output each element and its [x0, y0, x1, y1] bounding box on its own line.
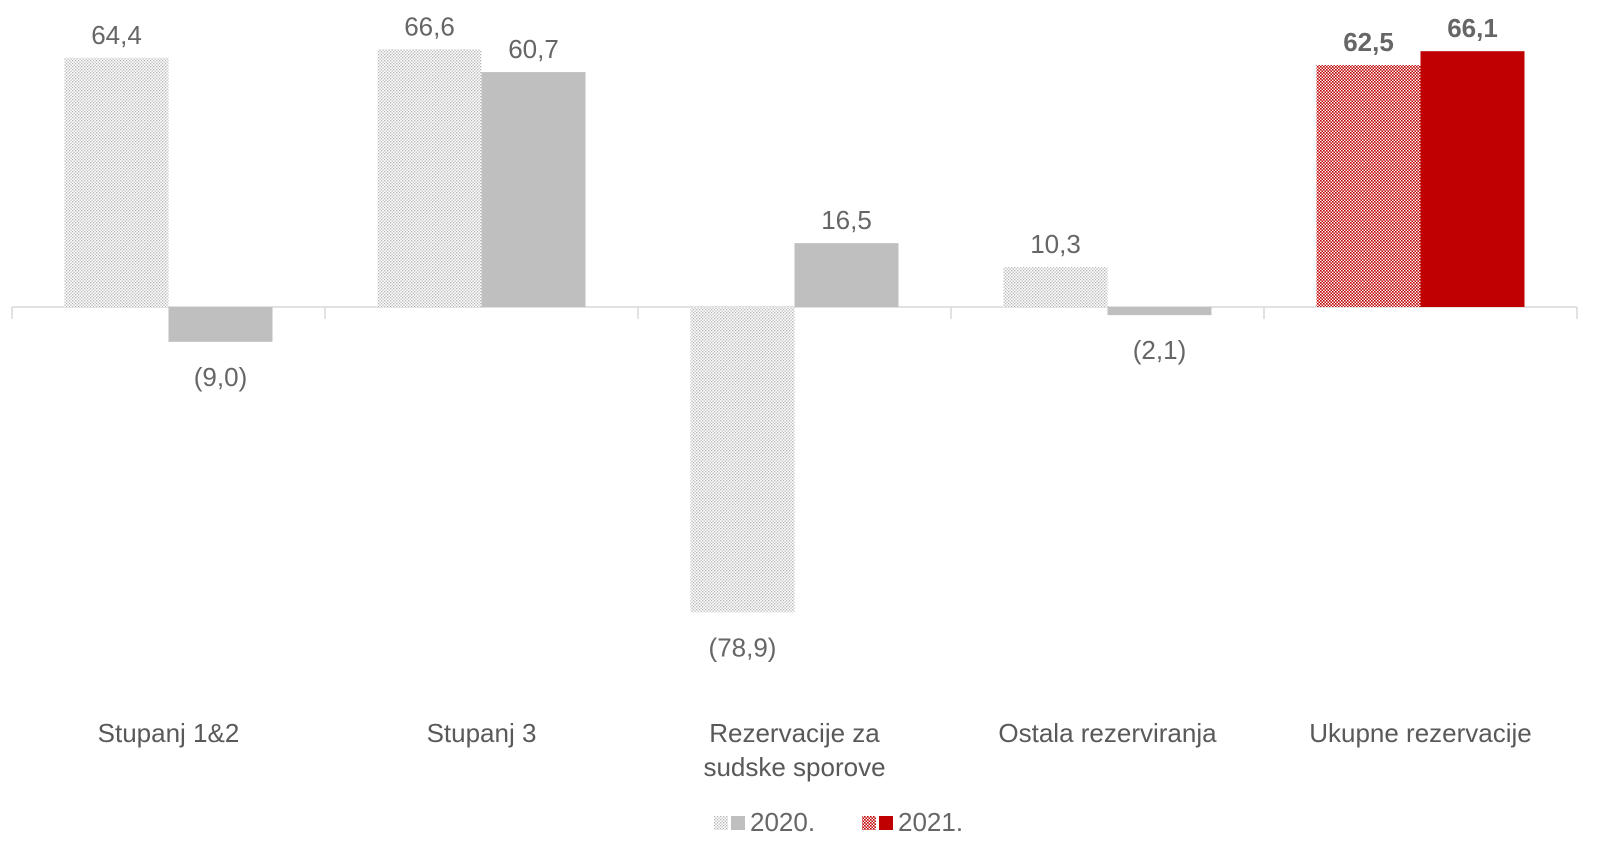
bar-2020-3: [690, 307, 795, 613]
data-label: 66,1: [1447, 13, 1498, 43]
category-label: Ostala rezerviranja: [998, 718, 1217, 748]
legend-label: 2021.: [898, 807, 963, 837]
data-label: (9,0): [194, 362, 247, 392]
labels-layer: 64,4 (9,0) 66,6 60,7 (78,9) 16,5 10,3 (2,1) 62,5…: [91, 11, 1498, 662]
legend-swatch-pattern: [714, 816, 728, 830]
data-label: 66,6: [404, 11, 455, 41]
bar-2021-4: [1107, 307, 1212, 316]
category-label: Stupanj 1&2: [98, 718, 240, 748]
bar-2020-4: [1003, 267, 1108, 307]
bar-2021-5: [1420, 51, 1525, 308]
data-label: 62,5: [1343, 27, 1394, 57]
data-label: (78,9): [709, 632, 777, 662]
legend-swatch-solid: [731, 816, 745, 830]
data-label: 64,4: [91, 20, 142, 50]
legend-label: 2020.: [750, 807, 815, 837]
data-label: 16,5: [821, 205, 872, 235]
bar-2020-2: [377, 49, 482, 308]
legend-swatch-pattern: [862, 816, 876, 830]
category-label: Stupanj 3: [427, 718, 537, 748]
bar-2020-5: [1316, 65, 1421, 307]
legend: 2020. 2021.: [714, 807, 963, 837]
category-labels: Stupanj 1&2 Stupanj 3 Rezervacije za sudske…: [98, 718, 1532, 782]
bar-2021-2: [481, 72, 586, 307]
bar-2021-1: [168, 307, 273, 342]
legend-swatch-solid: [879, 816, 893, 830]
bars-layer: [64, 49, 1525, 613]
data-label: (2,1): [1133, 335, 1186, 365]
bar-2021-3: [794, 243, 899, 307]
category-label: Rezervacije za sudske sporove: [703, 718, 885, 782]
category-label: Ukupne rezervacije: [1309, 718, 1532, 748]
bar-2020-1: [64, 57, 169, 307]
data-label: 10,3: [1030, 229, 1081, 259]
data-label: 60,7: [508, 34, 559, 64]
